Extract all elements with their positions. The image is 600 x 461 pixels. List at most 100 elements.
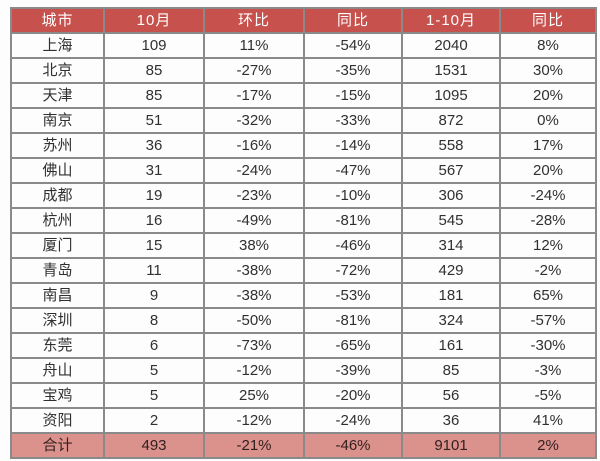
value-cell: -81% <box>303 307 403 334</box>
value-cell: 1095 <box>401 82 501 109</box>
value-cell: 161 <box>401 332 501 359</box>
value-cell: -27% <box>203 57 305 84</box>
value-cell: -17% <box>203 82 305 109</box>
value-cell: 56 <box>401 382 501 409</box>
total-value-cell: 2% <box>499 432 597 459</box>
value-cell: 8% <box>499 32 597 59</box>
header-cell-col5: 同比 <box>499 7 597 34</box>
city-sales-table: 城市 10月 环比 同比 1-10月 同比 上海 109 11% -54% 2040 8% 北京 85-… <box>10 7 597 459</box>
value-cell: 16 <box>103 207 205 234</box>
city-cell: 南京 <box>10 107 105 134</box>
value-cell: 872 <box>401 107 501 134</box>
value-cell: 314 <box>401 232 501 259</box>
value-cell: 0% <box>499 107 597 134</box>
city-cell: 佛山 <box>10 157 105 184</box>
city-cell: 厦门 <box>10 232 105 259</box>
value-cell: -72% <box>303 257 403 284</box>
value-cell: -15% <box>303 82 403 109</box>
value-cell: 25% <box>203 382 305 409</box>
value-cell: 36 <box>401 407 501 434</box>
value-cell: 5 <box>103 357 205 384</box>
value-cell: -24% <box>303 407 403 434</box>
value-cell: -14% <box>303 132 403 159</box>
value-cell: 36 <box>103 132 205 159</box>
value-cell: -65% <box>303 332 403 359</box>
value-cell: -54% <box>303 32 403 59</box>
total-label-cell: 合计 <box>10 432 105 459</box>
value-cell: -49% <box>203 207 305 234</box>
value-cell: 19 <box>103 182 205 209</box>
city-cell: 资阳 <box>10 407 105 434</box>
city-cell: 东莞 <box>10 332 105 359</box>
value-cell: 6 <box>103 332 205 359</box>
value-cell: 5 <box>103 382 205 409</box>
value-cell: 17% <box>499 132 597 159</box>
value-cell: 567 <box>401 157 501 184</box>
value-cell: 2040 <box>401 32 501 59</box>
city-cell: 杭州 <box>10 207 105 234</box>
value-cell: 545 <box>401 207 501 234</box>
value-cell: 181 <box>401 282 501 309</box>
value-cell: 20% <box>499 157 597 184</box>
city-cell: 北京 <box>10 57 105 84</box>
header-cell-col1: 10月 <box>103 7 205 34</box>
value-cell: 324 <box>401 307 501 334</box>
table-row: 北京 85 -27% -35% 1531 30% <box>10 57 597 84</box>
value-cell: 85 <box>103 57 205 84</box>
value-cell: -10% <box>303 182 403 209</box>
value-cell: 30% <box>499 57 597 84</box>
value-cell: -50% <box>203 307 305 334</box>
table-row: 资阳 2 -12% -24% 36 41% <box>10 407 597 434</box>
value-cell: -38% <box>203 257 305 284</box>
value-cell: -24% <box>203 157 305 184</box>
header-cell-col0: 城市 <box>10 7 105 34</box>
table-row: 东莞 6 -73% -65% 161 -30% <box>10 332 597 359</box>
value-cell: 41% <box>499 407 597 434</box>
value-cell: -39% <box>303 357 403 384</box>
value-cell: 2 <box>103 407 205 434</box>
value-cell: 306 <box>401 182 501 209</box>
value-cell: -33% <box>303 107 403 134</box>
table-row: 厦门 15 38% -46% 314 12% <box>10 232 597 259</box>
value-cell: 20% <box>499 82 597 109</box>
table-body: 上海 109 11% -54% 2040 8% 北京 85 -27% -35% 1531 30% 天津 8… <box>10 32 597 434</box>
city-cell: 成都 <box>10 182 105 209</box>
table-header: 城市 10月 环比 同比 1-10月 同比 <box>10 7 597 34</box>
value-cell: 429 <box>401 257 501 284</box>
city-cell: 天津 <box>10 82 105 109</box>
table-row: 深圳 8 -50% -81% 324 -57% <box>10 307 597 334</box>
value-cell: -23% <box>203 182 305 209</box>
value-cell: -47% <box>303 157 403 184</box>
header-cell-col4: 1-10月 <box>401 7 501 34</box>
table-row: 天津 85 -17% -15% 1095 20% <box>10 82 597 109</box>
value-cell: -73% <box>203 332 305 359</box>
table-row: 佛山 31 -24% -47% 567 20% <box>10 157 597 184</box>
value-cell: -81% <box>303 207 403 234</box>
value-cell: 8 <box>103 307 205 334</box>
table-row: 南昌 9 -38% -53% 181 65% <box>10 282 597 309</box>
value-cell: -46% <box>303 232 403 259</box>
header-row: 城市 10月 环比 同比 1-10月 同比 <box>10 7 597 34</box>
value-cell: 9 <box>103 282 205 309</box>
table-row: 宝鸡 5 25% -20% 56 -5% <box>10 382 597 409</box>
value-cell: 51 <box>103 107 205 134</box>
table-row: 杭州 16 -49% -81% 545 -28% <box>10 207 597 234</box>
value-cell: -2% <box>499 257 597 284</box>
value-cell: -28% <box>499 207 597 234</box>
city-cell: 舟山 <box>10 357 105 384</box>
value-cell: -12% <box>203 407 305 434</box>
total-value-cell: -46% <box>303 432 403 459</box>
value-cell: 38% <box>203 232 305 259</box>
city-sales-table-container: 城市 10月 环比 同比 1-10月 同比 上海 109 11% -54% 2040 8% 北京 85-… <box>10 7 597 459</box>
city-cell: 宝鸡 <box>10 382 105 409</box>
table-row: 成都 19 -23% -10% 306 -24% <box>10 182 597 209</box>
total-row: 合计 493 -21% -46% 9101 2% <box>10 432 597 459</box>
value-cell: 11 <box>103 257 205 284</box>
value-cell: 558 <box>401 132 501 159</box>
table-row: 上海 109 11% -54% 2040 8% <box>10 32 597 59</box>
value-cell: -12% <box>203 357 305 384</box>
city-cell: 南昌 <box>10 282 105 309</box>
table-row: 南京 51 -32% -33% 872 0% <box>10 107 597 134</box>
table-footer: 合计 493 -21% -46% 9101 2% <box>10 432 597 459</box>
total-value-cell: 493 <box>103 432 205 459</box>
